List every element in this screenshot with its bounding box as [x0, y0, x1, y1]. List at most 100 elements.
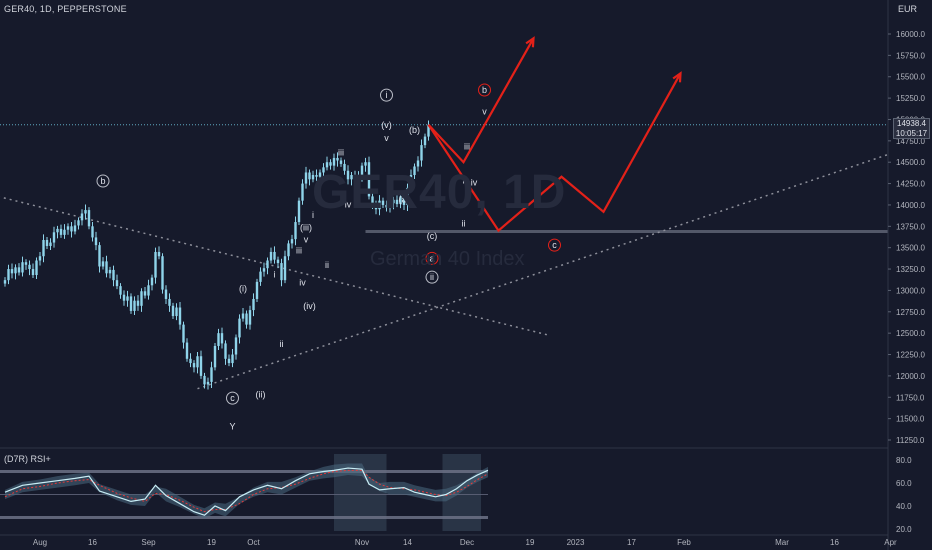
candle-body: [350, 175, 353, 180]
price-tick-label: 13500.0: [896, 244, 925, 253]
wave-label: b: [100, 176, 105, 186]
candle-body: [357, 176, 360, 181]
candle-body: [45, 239, 49, 246]
candle-body: [126, 296, 129, 301]
candle-body: [276, 259, 280, 264]
candle-body: [388, 203, 392, 208]
candlesticks: [3, 120, 430, 390]
candle-body: [336, 157, 339, 161]
candle-body: [353, 175, 357, 181]
price-tick-label: 15500.0: [896, 73, 925, 82]
wave-label: ii: [462, 218, 466, 228]
candle-body: [168, 298, 171, 306]
time-tick-label: Mar: [775, 538, 789, 547]
rsi-envelope: [5, 463, 488, 519]
time-tick-label: 17: [627, 538, 636, 547]
wave-label: (v): [381, 120, 392, 130]
candle-body: [213, 345, 217, 368]
price-tick-label: 11750.0: [896, 393, 925, 402]
candle-body: [266, 260, 269, 269]
projection-path: [427, 37, 535, 165]
wave-label-circle: [96, 174, 110, 188]
price-tick-label: 13250.0: [896, 265, 925, 274]
wave-label: (b): [409, 125, 420, 135]
candle-body: [318, 172, 322, 177]
candle-body: [185, 342, 189, 359]
candle-body: [192, 363, 196, 368]
price-tick-label: 11500.0: [896, 415, 925, 424]
candle-body: [101, 261, 105, 267]
wave-label-circle: [548, 238, 561, 252]
candle-body: [14, 267, 17, 274]
price-tick-label: 13750.0: [896, 222, 925, 231]
rsi-tick-label: 40.0: [896, 502, 912, 511]
price-tick-label: 12750.0: [896, 308, 925, 317]
wave-label: ii: [280, 339, 284, 349]
candle-body: [378, 200, 381, 210]
wave-label: ii: [430, 272, 434, 282]
wave-label-circle: [425, 270, 439, 284]
candle-body: [423, 136, 427, 146]
candle-body: [7, 269, 10, 281]
candle-body: [329, 162, 332, 166]
candle-body: [262, 268, 266, 272]
candle-body: [241, 313, 245, 319]
projection-arrowhead: [525, 36, 535, 48]
wave-label: iii: [464, 141, 470, 151]
symbol-title[interactable]: GER40, 1D, PEPPERSTONE: [4, 4, 127, 14]
time-tick-label: Apr: [884, 538, 897, 547]
price-tick-label: 16000.0: [896, 30, 925, 39]
candle-body: [381, 200, 385, 205]
price-tick-label: 15250.0: [896, 94, 925, 103]
candle-body: [203, 375, 206, 385]
candle-body: [115, 280, 119, 287]
candle-body: [420, 145, 423, 161]
time-tick-label: 14: [403, 538, 412, 547]
time-tick-label: Oct: [247, 538, 260, 547]
candle-body: [52, 232, 56, 243]
projection-path: [427, 72, 682, 233]
candle-body: [70, 226, 73, 232]
candle-body: [297, 200, 301, 223]
candle-body: [10, 269, 14, 274]
rsi-indicator-label[interactable]: (D7R) RSI+: [4, 454, 51, 464]
candle-body: [112, 269, 115, 281]
wave-label: i: [463, 176, 465, 186]
dotted-trendline: [197, 152, 891, 390]
candle-body: [217, 333, 220, 346]
wave-label: i: [274, 270, 276, 280]
candle-body: [227, 358, 231, 364]
candle-body: [406, 187, 409, 205]
candle-body: [332, 157, 336, 166]
candle-body: [287, 243, 290, 257]
candle-body: [364, 162, 367, 166]
dotted-trendline: [0, 196, 548, 336]
candle-body: [196, 356, 199, 368]
wave-label: i: [386, 90, 388, 100]
candle-body: [427, 124, 430, 137]
candle-body: [290, 239, 294, 244]
rsi-line: [4, 467, 489, 516]
candle-body: [73, 225, 77, 232]
candle-body: [392, 199, 395, 204]
candle-body: [231, 354, 234, 364]
price-tick-label: 11250.0: [896, 436, 925, 445]
trendlines: [0, 124, 891, 390]
candle-body: [416, 160, 420, 167]
candle-body: [108, 269, 112, 274]
candle-body: [161, 256, 164, 290]
time-tick-label: 19: [207, 538, 216, 547]
watermark-subtitle: German 40 Index: [370, 248, 525, 270]
price-tick-label: 14750.0: [896, 137, 925, 146]
wave-label-circle: [380, 88, 393, 102]
projection-paths: [427, 36, 682, 233]
candle-body: [385, 204, 388, 208]
rsi-tick-label: 60.0: [896, 479, 912, 488]
candle-body: [245, 313, 248, 325]
time-tick-label: 2023: [567, 538, 585, 547]
candle-body: [346, 170, 350, 180]
candle-body: [273, 251, 276, 260]
candle-body: [374, 204, 378, 210]
